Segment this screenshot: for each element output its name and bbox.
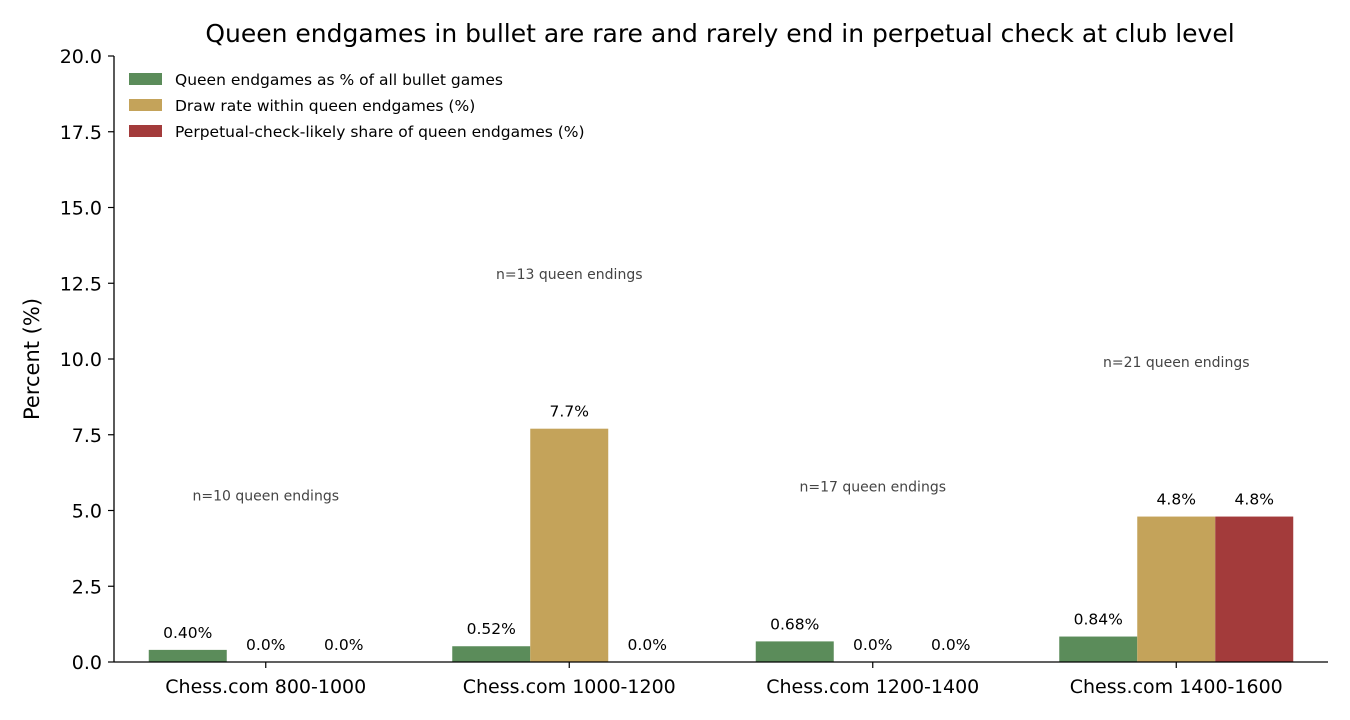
bar-value-label: 0.0% [246, 636, 285, 654]
legend-swatch [129, 99, 162, 111]
sample-size-annotation: n=13 queen endings [496, 267, 643, 283]
legend-label: Perpetual-check-likely share of queen en… [175, 123, 585, 141]
bar-value-label: 4.8% [1235, 491, 1274, 509]
legend-label: Draw rate within queen endgames (%) [175, 97, 475, 115]
bar-value-label: 0.0% [324, 636, 363, 654]
bar-value-label: 0.68% [770, 615, 819, 633]
sample-size-annotation: n=17 queen endings [800, 479, 947, 495]
y-axis: 0.0 2.5 5.0 7.5 10.0 12.5 15.0 17.5 20.0 [60, 46, 114, 674]
x-tick-label: Chess.com 1000-1200 [463, 676, 676, 698]
sample-size-annotation: n=10 queen endings [193, 488, 340, 504]
bar [1215, 516, 1294, 662]
bar [1137, 516, 1216, 662]
bar-value-label: 0.0% [853, 636, 892, 654]
y-tick-label: 0.0 [72, 652, 102, 674]
sample-size-annotation: n=21 queen endings [1103, 355, 1250, 371]
y-tick-label: 5.0 [72, 501, 102, 523]
bar-value-label: 0.0% [628, 636, 667, 654]
bars [148, 428, 1294, 662]
y-axis-label: Percent (%) [20, 298, 44, 420]
bar-value-label: 4.8% [1157, 491, 1196, 509]
legend: Queen endgames as % of all bullet games D… [129, 71, 585, 141]
annotations: n=10 queen endings n=13 queen endings n=17… [193, 267, 1250, 504]
legend-swatch [129, 73, 162, 85]
chart-title: Queen endgames in bullet are rare and ra… [205, 19, 1234, 48]
bar [755, 641, 834, 662]
bar [530, 428, 609, 662]
x-tick-label: Chess.com 800-1000 [165, 676, 366, 698]
y-tick-label: 7.5 [72, 425, 102, 447]
legend-swatch [129, 125, 162, 137]
bar [1059, 636, 1138, 662]
x-tick-label: Chess.com 1200-1400 [766, 676, 979, 698]
bar-value-label: 0.0% [931, 636, 970, 654]
bar-value-label: 0.84% [1074, 611, 1123, 629]
y-tick-label: 17.5 [60, 122, 102, 144]
x-axis: Chess.com 800-1000 Chess.com 1000-1200 Che… [165, 662, 1283, 698]
bar-value-label: 0.40% [163, 624, 212, 642]
y-tick-label: 15.0 [60, 198, 102, 220]
bar [452, 646, 531, 662]
bar-labels: 0.40% 0.0% 0.0% 0.52% 7.7% 0.0% 0.68% 0.0% 0.0% 0… [163, 403, 1274, 654]
y-tick-label: 20.0 [60, 46, 102, 68]
y-tick-label: 10.0 [60, 349, 102, 371]
axes [113, 56, 1328, 663]
x-tick-label: Chess.com 1400-1600 [1070, 676, 1283, 698]
y-tick-label: 2.5 [72, 576, 102, 598]
bar-value-label: 0.52% [467, 620, 516, 638]
y-tick-label: 12.5 [60, 273, 102, 295]
bar-value-label: 7.7% [550, 403, 589, 421]
bar [148, 649, 227, 662]
legend-label: Queen endgames as % of all bullet games [175, 71, 503, 89]
